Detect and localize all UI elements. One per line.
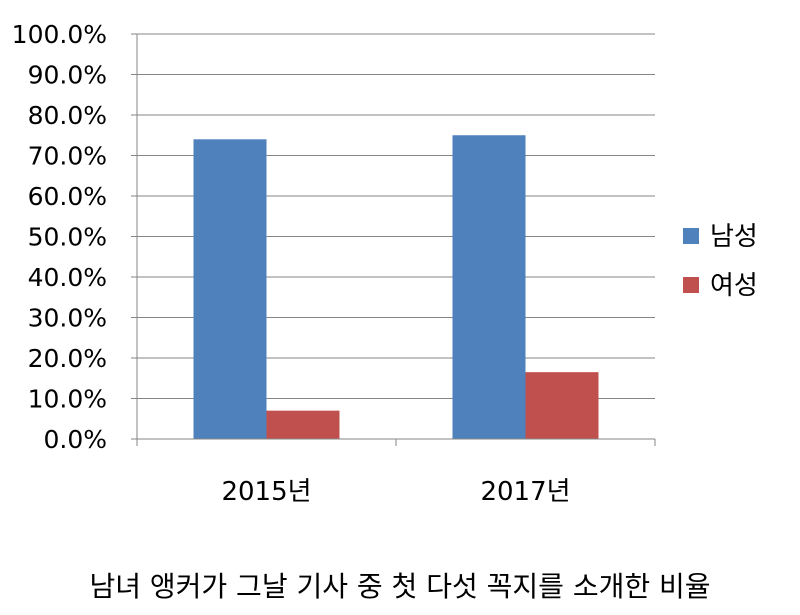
chart-caption: 남녀 앵커가 그날 기사 중 첫 다섯 꼭지를 소개한 비율: [89, 570, 711, 603]
y-tick-label: 60.0%: [28, 182, 107, 211]
legend-label-female: 여성: [710, 271, 758, 301]
y-tick-label: 30.0%: [28, 304, 107, 333]
bar-chart: 0.0% 10.0% 20.0% 30.0% 40.0% 50.0% 60.0% 70.0% 8…: [12, 20, 758, 507]
y-tick-label: 10.0%: [28, 385, 107, 414]
y-tick-label: 80.0%: [28, 101, 107, 130]
axes: [131, 33, 656, 446]
y-tick-label: 20.0%: [28, 344, 107, 373]
y-tick-label: 100.0%: [12, 20, 107, 49]
y-tick-label: 0.0%: [43, 425, 107, 454]
y-axis-tick-labels: 0.0% 10.0% 20.0% 30.0% 40.0% 50.0% 60.0% 70.0% 8…: [12, 20, 107, 454]
x-axis-category-labels: 2015년 2017년: [221, 477, 570, 507]
y-tick-label: 70.0%: [28, 142, 107, 171]
bar-male-1: [452, 135, 526, 439]
legend-label-male: 남성: [710, 222, 758, 252]
y-tick-label: 50.0%: [28, 223, 107, 252]
y-tick-label: 40.0%: [28, 263, 107, 292]
x-category-label: 2015년: [221, 477, 311, 507]
bars: [193, 135, 599, 440]
y-tick-label: 90.0%: [28, 61, 107, 90]
x-category-label: 2017년: [480, 477, 570, 507]
bar-male-0: [193, 139, 267, 440]
bar-female-1: [525, 372, 599, 439]
legend-swatch-male: [683, 228, 699, 244]
legend-swatch-female: [683, 277, 699, 293]
bar-female-0: [266, 410, 340, 439]
